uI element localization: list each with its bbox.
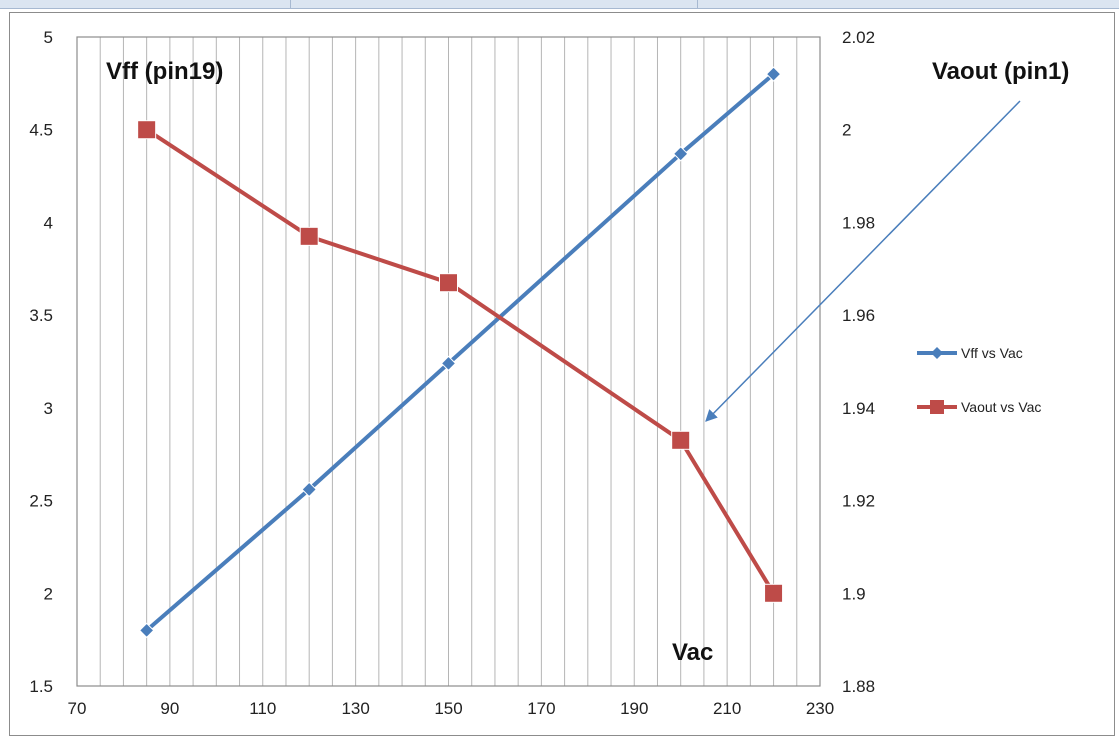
plot-frame xyxy=(76,36,821,687)
legend-label-vff: Vff vs Vac xyxy=(961,345,1023,361)
annotation-vff: Vff (pin19) xyxy=(106,58,223,85)
left-y-tick-label: 1.5 xyxy=(29,677,53,696)
data-point-vaout xyxy=(299,226,319,246)
x-tick-label: 130 xyxy=(341,699,369,718)
data-point-vff xyxy=(301,481,317,498)
left-y-tick-label: 3 xyxy=(44,399,53,418)
x-tick-label: 70 xyxy=(68,699,87,718)
column-divider xyxy=(697,0,698,8)
left-y-tick-label: 4 xyxy=(44,213,53,232)
annotation-vaout: Vaout (pin1) xyxy=(932,58,1069,85)
spreadsheet-top-strip xyxy=(0,0,1119,9)
x-tick-label: 90 xyxy=(160,699,179,718)
data-point-vff xyxy=(765,66,782,82)
series-line-vaout xyxy=(145,128,776,595)
data-point-vff xyxy=(440,355,457,372)
chart-svg: 70 90 110 130 150 170 190 210 230 1.5 2 2.5 3 3.5 4 4.… xyxy=(29,28,1069,718)
x-axis-ticks: 70 90 110 130 150 170 190 210 230 xyxy=(68,699,835,718)
left-y-tick-label: 5 xyxy=(44,28,53,47)
left-y-tick-label: 3.5 xyxy=(29,306,53,325)
gridlines xyxy=(99,37,798,686)
data-point-vaout xyxy=(439,273,458,293)
x-tick-label: 150 xyxy=(434,699,462,718)
data-point-vff xyxy=(138,622,155,639)
x-tick-label: 210 xyxy=(713,699,741,718)
x-tick-label: 190 xyxy=(620,699,648,718)
series-group xyxy=(137,66,784,639)
annotation-arrow xyxy=(705,100,1021,422)
x-tick-label: 230 xyxy=(806,699,834,718)
right-axis-ticks: 1.88 1.9 1.92 1.94 1.96 1.98 2 2.02 xyxy=(842,28,875,696)
plot-border xyxy=(76,36,821,687)
annotation-vac: Vac xyxy=(672,639,713,666)
chart-area[interactable]: 70 90 110 130 150 170 190 210 230 1.5 2 2.5 3 3.5 4 4.… xyxy=(9,12,1115,736)
data-point-vaout xyxy=(137,120,157,140)
left-y-tick-label: 2.5 xyxy=(29,492,53,511)
data-point-vaout xyxy=(764,583,784,603)
data-point-vff xyxy=(672,146,689,162)
x-tick-label: 170 xyxy=(527,699,555,718)
left-y-tick-label: 2 xyxy=(44,584,53,603)
right-y-tick-label: 1.98 xyxy=(842,213,875,232)
right-y-tick-label: 2.02 xyxy=(842,28,875,47)
x-tick-label: 110 xyxy=(249,699,276,718)
left-y-tick-label: 4.5 xyxy=(29,121,53,140)
data-point-vaout xyxy=(671,430,691,450)
left-axis-ticks: 1.5 2 2.5 3 3.5 4 4.5 5 xyxy=(29,28,53,696)
legend: Vff vs Vac Vaout vs Vac xyxy=(917,345,1041,415)
right-y-tick-label: 1.96 xyxy=(842,306,875,325)
legend-marker-vaout xyxy=(930,400,944,414)
right-y-tick-label: 1.92 xyxy=(842,492,875,511)
legend-label-vaout: Vaout vs Vac xyxy=(961,399,1041,415)
column-divider xyxy=(290,0,291,8)
right-y-tick-label: 1.9 xyxy=(842,584,866,603)
right-y-tick-label: 1.88 xyxy=(842,677,875,696)
right-y-tick-label: 1.94 xyxy=(842,399,875,418)
legend-marker-vff xyxy=(931,347,943,359)
right-y-tick-label: 2 xyxy=(842,121,851,140)
